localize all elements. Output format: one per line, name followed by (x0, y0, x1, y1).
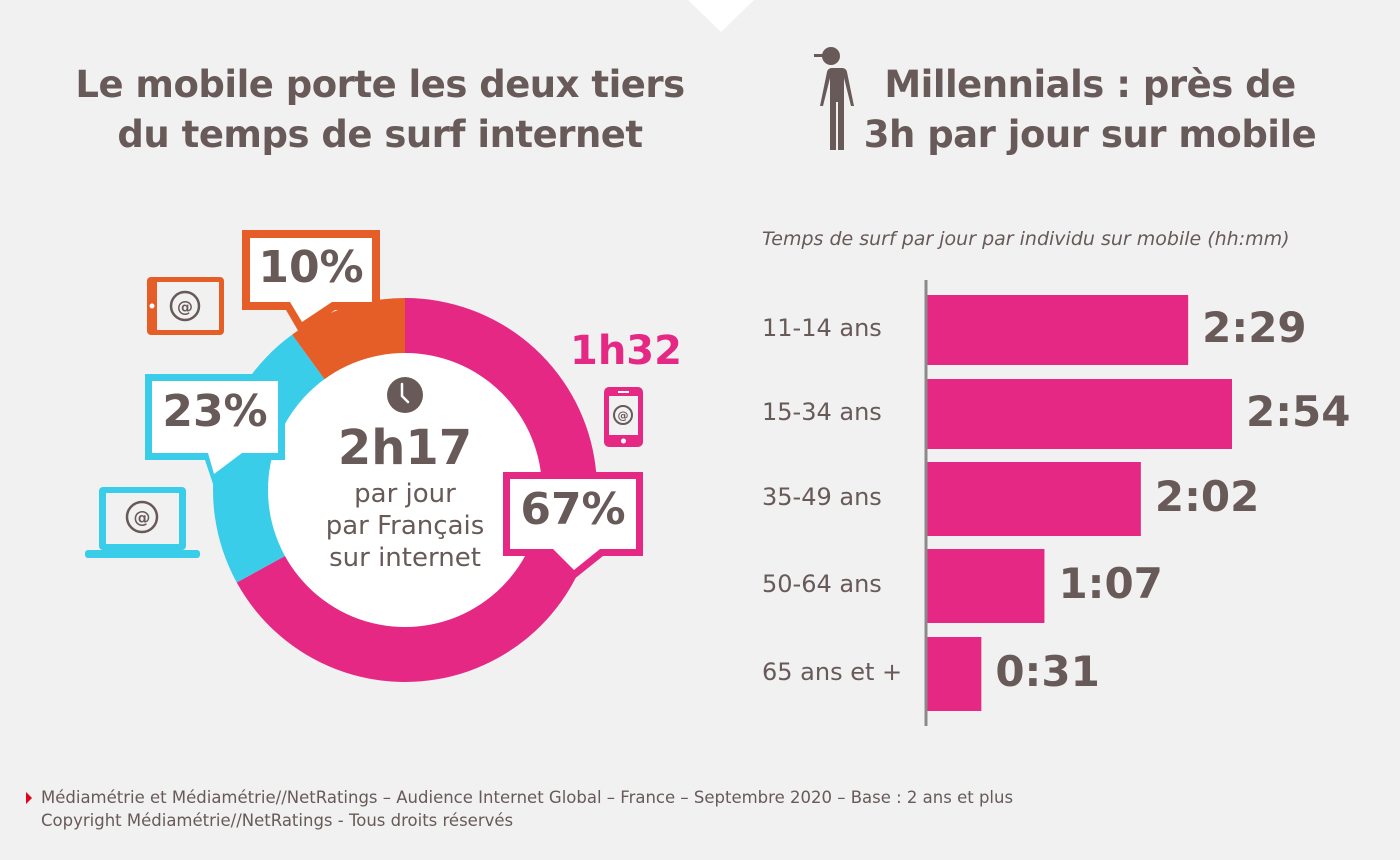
left-title: Le mobile porte les deux tiers du temps … (40, 60, 720, 160)
center-caption-line2: par Français (325, 511, 485, 541)
bar-category-label: 50-64 ans (762, 570, 882, 598)
callout-mobile-value: 67% (520, 484, 626, 535)
bar-value-label: 2:02 (1154, 472, 1260, 521)
top-notch-decoration (688, 0, 754, 32)
at-sign-icon: @ (613, 405, 633, 425)
callout-computer (145, 374, 285, 484)
center-total-time: 2h17 (337, 420, 473, 476)
bar (927, 295, 1189, 365)
bar-value-label: 2:54 (1246, 387, 1351, 436)
tablet-icon: @ (147, 277, 224, 335)
at-sign-icon: @ (169, 290, 201, 322)
right-title-line1: Millennials : près de (884, 63, 1296, 106)
bar-category-label: 35-49 ans (762, 483, 882, 511)
bar-chart-subtitle: Temps de surf par jour par individu sur … (762, 228, 1290, 250)
left-title-line2: du temps de surf internet (117, 113, 643, 156)
svg-text:@: @ (177, 297, 193, 316)
bar-value-label: 2:29 (1202, 303, 1307, 352)
center-caption-line3: sur internet (329, 543, 481, 573)
bar-chart (924, 280, 1232, 726)
at-sign-icon: @ (125, 500, 159, 534)
clock-icon (387, 377, 423, 413)
bar-value-label: 0:31 (995, 647, 1100, 696)
right-title: Millennials : près de 3h par jour sur mo… (830, 60, 1350, 160)
center-caption-line1: par jour (354, 479, 456, 509)
footer-copyright: Copyright Médiamétrie//NetRatings - Tous… (41, 811, 514, 830)
smartphone-icon: @ (604, 387, 643, 447)
callout-tablet (242, 230, 380, 334)
bar (927, 637, 982, 711)
laptop-icon: @ (85, 487, 200, 558)
bar (927, 379, 1232, 449)
donut-chart: @ @ @ (85, 230, 643, 682)
footer-source: Médiamétrie et Médiamétrie//NetRatings –… (41, 788, 1014, 807)
svg-text:@: @ (134, 508, 151, 528)
person-icon (806, 44, 856, 158)
callout-computer-value: 23% (162, 386, 268, 437)
bar-value-label: 1:07 (1058, 559, 1163, 608)
bar (927, 462, 1141, 536)
svg-text:@: @ (618, 409, 629, 422)
donut-center (268, 353, 542, 627)
right-title-line2: 3h par jour sur mobile (863, 113, 1317, 156)
footer-arrow-icon (26, 792, 32, 804)
callout-mobile (503, 472, 643, 580)
bar-category-label: 11-14 ans (762, 314, 882, 342)
bar (927, 549, 1045, 623)
mobile-time-label: 1h32 (570, 328, 682, 374)
left-title-line1: Le mobile porte les deux tiers (75, 63, 685, 106)
bar-category-label: 15-34 ans (762, 398, 882, 426)
bar-category-label: 65 ans et + (762, 658, 903, 686)
callout-tablet-value: 10% (258, 242, 364, 293)
